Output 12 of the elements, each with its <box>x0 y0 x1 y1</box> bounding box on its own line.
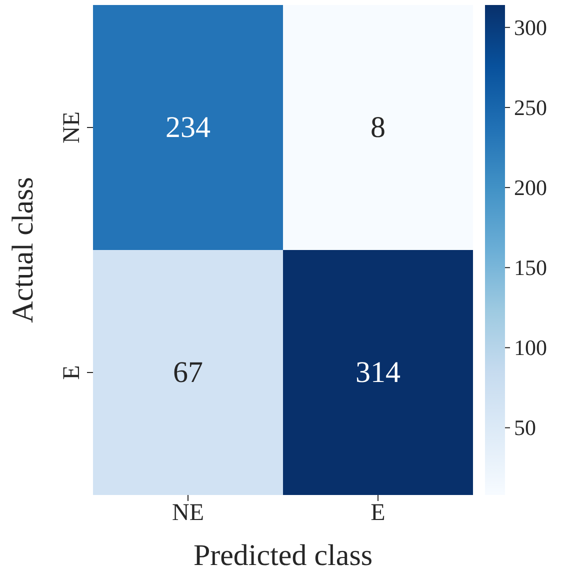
color-bar-label: 150 <box>514 255 547 280</box>
y-axis-title: Actual class <box>6 177 40 323</box>
color-bar-label: 300 <box>514 14 547 40</box>
data-label: 67 <box>173 356 203 389</box>
color-bar-label: 200 <box>514 175 547 200</box>
x-axis-title: Predicted class <box>193 539 373 567</box>
data-label: 314 <box>356 356 400 389</box>
color-bar-label: 250 <box>514 94 547 120</box>
color-bar-label: 100 <box>514 335 547 360</box>
data-label: 234 <box>166 111 210 144</box>
data-label: 8 <box>370 111 386 144</box>
color-bar-label: 50 <box>514 415 536 440</box>
